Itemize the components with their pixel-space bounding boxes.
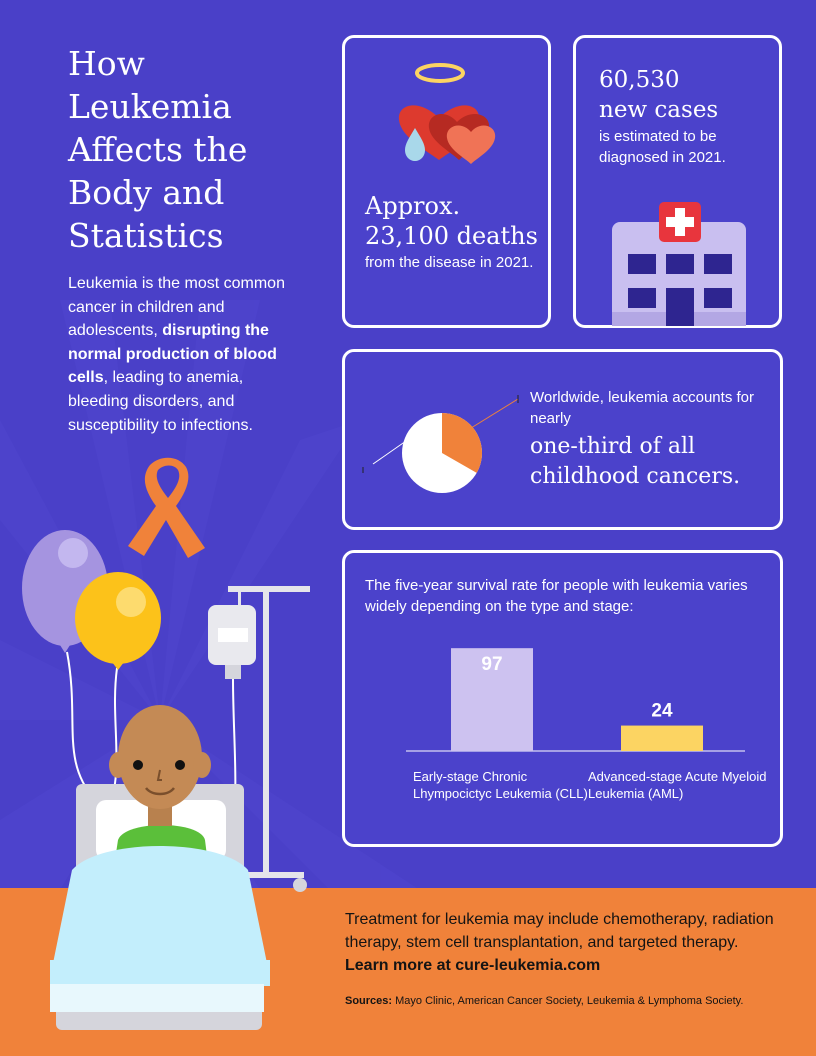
sources-label: Sources: xyxy=(345,995,393,1007)
cases-headline-line2: new cases xyxy=(599,97,719,123)
pie-headline: one-third of all childhood cancers. xyxy=(530,434,741,489)
awareness-ribbon-icon xyxy=(128,457,205,558)
patient-illustration xyxy=(22,457,310,1030)
deaths-headline: Approx. 23,100 deaths xyxy=(365,191,538,251)
hearts-with-halo-icon xyxy=(398,63,496,164)
bar-category-label-aml: Advanced-stage Acute Myeloid Leukemia (A… xyxy=(588,769,767,801)
intro-paragraph: Leukemia is the most common cancer in ch… xyxy=(68,272,308,437)
survival-bar-chart: 97 24 xyxy=(406,648,745,752)
deaths-headline-line1: Approx. xyxy=(365,192,461,220)
bar-value-label-aml: 24 xyxy=(651,701,673,722)
sources-text: Mayo Clinic, American Cancer Society, Le… xyxy=(392,995,744,1007)
page-title: How Leukemia Affects the Body and Statis… xyxy=(68,44,248,255)
bar-value-label-cll: 97 xyxy=(481,654,502,675)
pie-card: Worldwide, leukemia accounts for nearly … xyxy=(342,349,783,530)
learn-more-link[interactable]: Learn more at cure-leukemia.com xyxy=(345,957,601,974)
hospital-bed-icon xyxy=(50,846,270,1030)
balloon-icon xyxy=(75,572,161,811)
iv-drip-icon xyxy=(208,586,310,892)
treatment-body: Treatment for leukemia may include chemo… xyxy=(345,911,774,951)
treatment-text: Treatment for leukemia may include chemo… xyxy=(345,908,775,977)
cases-card: 60,530 new cases is estimated to be diag… xyxy=(573,35,782,328)
pie-caption: Worldwide, leukemia accounts for nearly xyxy=(530,389,754,427)
deaths-caption: from the disease in 2021. xyxy=(365,254,534,271)
bar-category-label-cll: Early-stage Chronic Lhympocictyc Leukemi… xyxy=(413,769,588,801)
sources-line: Sources: Mayo Clinic, American Cancer So… xyxy=(345,994,805,1008)
cases-headline: 60,530 new cases xyxy=(599,65,718,125)
pie-chart xyxy=(362,395,519,493)
intro-text-bold: disrupting the normal production of bloo… xyxy=(68,322,277,387)
hospital-icon xyxy=(612,202,746,326)
bar-cll xyxy=(451,648,533,751)
balloon-icon xyxy=(22,530,108,801)
survival-card: The five-year survival rate for people w… xyxy=(342,550,783,847)
bar-aml xyxy=(621,725,703,751)
deaths-headline-line2: 23,100 deaths xyxy=(365,222,538,250)
intro-text-2: , leading to anemia, bleeding disorders,… xyxy=(68,369,253,434)
deaths-card: Approx. 23,100 deaths from the disease i… xyxy=(342,35,551,328)
cases-headline-line1: 60,530 xyxy=(599,67,680,93)
cases-caption: is estimated to be diagnosed in 2021. xyxy=(599,128,726,166)
intro-text-1: Leukemia is the most common cancer in ch… xyxy=(68,275,285,340)
survival-intro: The five-year survival rate for people w… xyxy=(365,577,748,615)
